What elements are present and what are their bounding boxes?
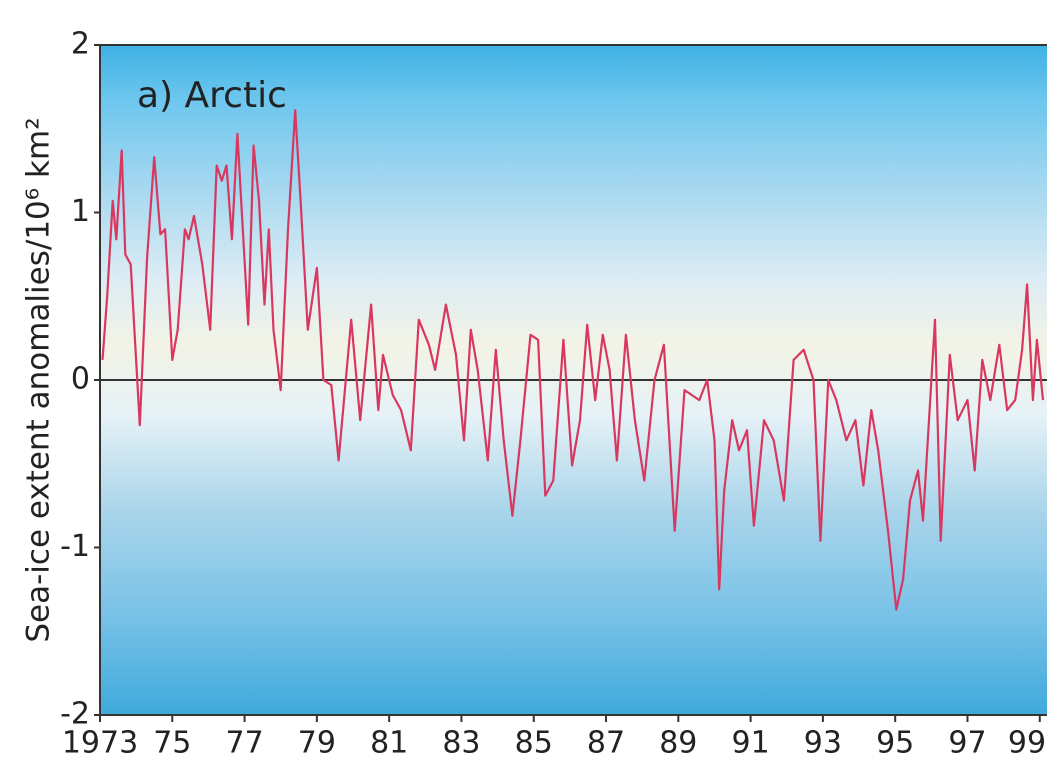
- x-tick-label: 79: [298, 726, 336, 761]
- x-tick-label: 99: [1008, 726, 1046, 761]
- y-tick-label: -2: [60, 697, 90, 732]
- x-tick-label: 93: [804, 726, 842, 761]
- x-tick-label: 95: [876, 726, 914, 761]
- y-tick-label: 1: [71, 194, 90, 229]
- x-tick-label: 89: [659, 726, 697, 761]
- x-tick-label: 83: [442, 726, 480, 761]
- y-axis-label: Sea-ice extent anomalies/10⁶ km²: [21, 117, 57, 642]
- x-tick-label: 91: [732, 726, 770, 761]
- x-tick-label: 87: [587, 726, 625, 761]
- y-tick-label: 0: [71, 362, 90, 397]
- x-tick-label: 97: [948, 726, 986, 761]
- y-tick-label: -1: [60, 529, 90, 564]
- x-tick-label: 1973: [62, 726, 138, 761]
- x-tick-label: 81: [370, 726, 408, 761]
- x-tick-label: 85: [515, 726, 553, 761]
- annotation: a) Arctic: [137, 75, 287, 116]
- series-line: [101, 109, 1045, 611]
- x-tick-label: 75: [153, 726, 191, 761]
- x-tick-label: 77: [225, 726, 263, 761]
- y-tick-label: 2: [71, 27, 90, 62]
